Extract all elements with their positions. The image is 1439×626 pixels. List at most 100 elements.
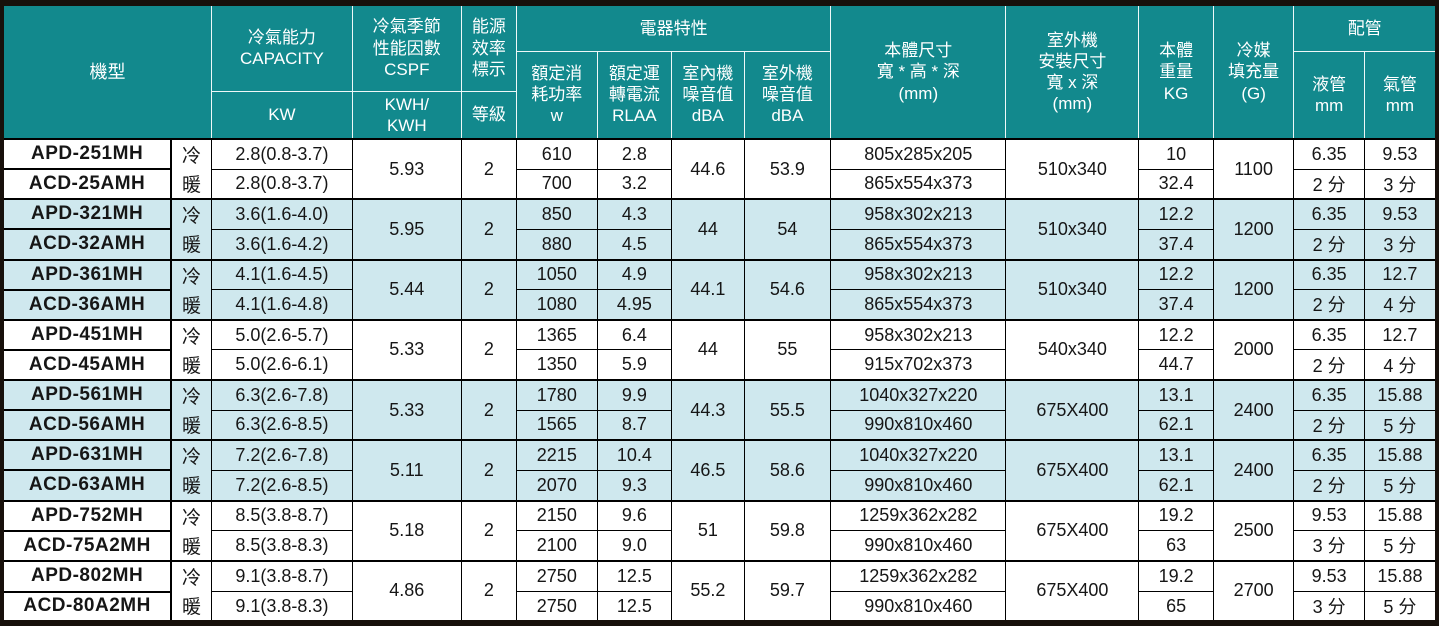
model-pair-group: APD-321MH 冷 暖 3.6(1.6-4.0) 5.95 2 850 4.…	[0, 198, 1438, 261]
liquid-pipe-cell: 2 分	[1293, 469, 1365, 502]
model-cell: ACD-56AMH	[0, 409, 173, 442]
gas-pipe-cell: 5 分	[1363, 409, 1438, 441]
cspf-cell: 5.95	[351, 198, 462, 261]
body-dimensions-cell: 990x810x460	[830, 469, 1007, 502]
liquid-pipe-cell: 6.35	[1293, 198, 1365, 230]
weight-cell: 10	[1138, 137, 1214, 170]
body-dimensions-cell: 1259x362x282	[830, 499, 1007, 532]
weight-cell: 65	[1138, 591, 1214, 624]
liquid-pipe-cell: 2 分	[1293, 349, 1365, 381]
model-cell: APD-752MH	[0, 499, 173, 532]
table-row: ACD-45AMH 5.0(2.6-6.1) 1350 5.9 915x702x…	[0, 348, 1438, 382]
refrigerant-cell: 1200	[1212, 258, 1295, 321]
model-pair-group: APD-752MH 冷 暖 8.5(3.8-8.7) 5.18 2 2150 9…	[0, 499, 1438, 562]
model-cell: APD-631MH	[0, 439, 173, 472]
mode-cell: 冷 暖	[170, 137, 212, 200]
rated-current-cell: 4.9	[596, 258, 673, 291]
liquid-pipe-cell: 2 分	[1293, 289, 1365, 321]
indoor-noise-cell: 51	[671, 499, 745, 562]
mode-heat-label: 暖	[182, 235, 202, 257]
cspf-cell: 5.93	[351, 137, 462, 200]
indoor-noise-cell: 46.5	[671, 439, 745, 502]
indoor-noise-cell: 44.3	[671, 378, 745, 441]
table-row: APD-631MH 冷 暖 7.2(2.6-7.8) 5.11 2 2215 1…	[0, 439, 1438, 502]
model-cell: APD-561MH	[0, 378, 173, 412]
model-cell: APD-251MH	[0, 137, 173, 171]
refrigerant-cell: 1200	[1212, 198, 1295, 261]
gas-pipe-cell: 9.53	[1363, 137, 1438, 170]
body-dimensions-cell: 1040x327x220	[830, 439, 1007, 471]
outdoor-noise-cell: 58.6	[743, 439, 832, 502]
liquid-pipe-cell: 9.53	[1293, 559, 1365, 593]
capacity-kw-cell: 2.8(0.8-3.7)	[210, 137, 353, 170]
mode-cool-label: 冷	[182, 266, 202, 288]
install-dimensions-cell: 675X400	[1005, 439, 1140, 502]
indoor-noise-cell: 44	[671, 318, 745, 381]
gas-pipe-cell: 15.88	[1363, 559, 1438, 593]
outdoor-noise-cell: 59.8	[743, 499, 832, 562]
rated-power-cell: 700	[516, 168, 598, 200]
weight-cell: 44.7	[1138, 349, 1214, 381]
capacity-kw-cell: 9.1(3.8-8.7)	[210, 559, 353, 593]
model-pair-group: APD-451MH 冷 暖 5.0(2.6-5.7) 5.33 2 1365 6…	[0, 318, 1438, 382]
rated-power-cell: 880	[516, 228, 598, 261]
install-dimensions-cell: 510x340	[1005, 258, 1140, 321]
rated-power-cell: 1565	[516, 409, 598, 441]
gas-pipe-cell: 15.88	[1363, 499, 1438, 532]
mode-heat-label: 暖	[182, 536, 202, 558]
rated-power-cell: 2750	[516, 591, 598, 624]
body-dimensions-cell: 990x810x460	[830, 409, 1007, 441]
liquid-pipe-cell: 6.35	[1293, 137, 1365, 170]
gas-pipe-cell: 4 分	[1363, 289, 1438, 321]
model-pair-group: APD-802MH 冷 暖 9.1(3.8-8.7) 4.86 2 2750 1…	[0, 559, 1438, 624]
mode-cell: 冷 暖	[170, 318, 212, 381]
mode-cool-label: 冷	[182, 206, 202, 228]
table-row: APD-752MH 冷 暖 8.5(3.8-8.7) 5.18 2 2150 9…	[0, 499, 1438, 562]
liquid-pipe-cell: 9.53	[1293, 499, 1365, 532]
outdoor-noise-cell: 55.5	[743, 378, 832, 441]
model-cell: ACD-80A2MH	[0, 590, 173, 624]
mode-cool-label: 冷	[182, 146, 202, 168]
header-outdoor-noise: 室外機 噪音值 dBA	[743, 50, 832, 140]
rated-current-cell: 12.5	[596, 591, 673, 624]
capacity-kw-cell: 4.1(1.6-4.5)	[210, 258, 353, 291]
body-dimensions-cell: 865x554x373	[830, 289, 1007, 321]
capacity-kw-cell: 3.6(1.6-4.0)	[210, 198, 353, 230]
mode-cool-label: 冷	[182, 507, 202, 529]
liquid-pipe-cell: 6.35	[1293, 378, 1365, 411]
model-pair-group: APD-631MH 冷 暖 7.2(2.6-7.8) 5.11 2 2215 1…	[0, 439, 1438, 502]
capacity-kw-cell: 3.6(1.6-4.2)	[210, 228, 353, 261]
outdoor-noise-cell: 53.9	[743, 137, 832, 200]
cspf-cell: 5.33	[351, 378, 462, 441]
header-liquid-pipe: 液管 mm	[1293, 50, 1365, 140]
gas-pipe-cell: 4 分	[1363, 349, 1438, 381]
capacity-kw-cell: 5.0(2.6-5.7)	[210, 318, 353, 351]
weight-cell: 63	[1138, 530, 1214, 562]
weight-cell: 62.1	[1138, 469, 1214, 502]
body-dimensions-cell: 915x702x373	[830, 349, 1007, 381]
capacity-kw-cell: 8.5(3.8-8.3)	[210, 530, 353, 562]
table-row: ACD-36AMH 4.1(1.6-4.8) 1080 4.95 865x554…	[0, 288, 1438, 321]
model-pair-group: APD-361MH 冷 暖 4.1(1.6-4.5) 5.44 2 1050 4…	[0, 258, 1438, 321]
gas-pipe-cell: 15.88	[1363, 378, 1438, 411]
gas-pipe-cell: 3 分	[1363, 168, 1438, 200]
weight-cell: 13.1	[1138, 439, 1214, 471]
outdoor-noise-cell: 54	[743, 198, 832, 261]
header-rated-current: 額定運 轉電流 RLAA	[596, 50, 673, 140]
mode-heat-label: 暖	[182, 596, 202, 618]
mode-cool-label: 冷	[182, 326, 202, 348]
header-cspf-unit: KWH/ KWH	[351, 90, 462, 140]
model-cell: ACD-36AMH	[0, 288, 173, 321]
rated-current-cell: 4.5	[596, 228, 673, 261]
body-dimensions-cell: 1040x327x220	[830, 378, 1007, 411]
rated-current-cell: 2.8	[596, 137, 673, 170]
rated-power-cell: 850	[516, 198, 598, 230]
body-dimensions-cell: 990x810x460	[830, 530, 1007, 562]
energy-grade-cell: 2	[460, 318, 518, 381]
mode-heat-label: 暖	[182, 295, 202, 317]
weight-cell: 37.4	[1138, 289, 1214, 321]
energy-grade-cell: 2	[460, 439, 518, 502]
rated-current-cell: 9.6	[596, 499, 673, 532]
mode-cell: 冷 暖	[170, 439, 212, 502]
body-dimensions-cell: 805x285x205	[830, 137, 1007, 170]
